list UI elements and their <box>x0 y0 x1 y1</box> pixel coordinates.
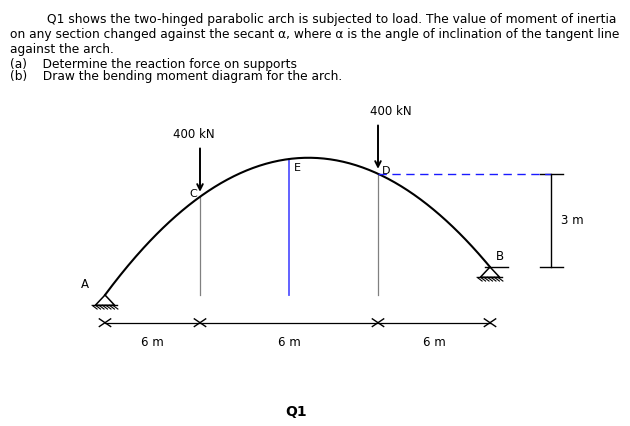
Text: A: A <box>81 278 89 291</box>
Text: against the arch.: against the arch. <box>10 43 114 56</box>
Text: 400 kN: 400 kN <box>370 105 411 118</box>
Text: B: B <box>496 250 505 263</box>
Text: Q1: Q1 <box>285 405 307 419</box>
Text: 6 m: 6 m <box>423 336 445 349</box>
Text: on any section changed against the secant α, where α is the angle of inclination: on any section changed against the secan… <box>10 28 619 41</box>
Text: (a)    Determine the reaction force on supports: (a) Determine the reaction force on supp… <box>10 58 297 71</box>
Text: 6 m: 6 m <box>278 336 301 349</box>
Text: 6 m: 6 m <box>141 336 164 349</box>
Text: (b)    Draw the bending moment diagram for the arch.: (b) Draw the bending moment diagram for … <box>10 70 342 83</box>
Text: 400 kN: 400 kN <box>173 128 214 141</box>
Text: C: C <box>189 189 197 199</box>
Text: 3 m: 3 m <box>561 214 583 227</box>
Text: Q1 shows the two-hinged parabolic arch is subjected to load. The value of moment: Q1 shows the two-hinged parabolic arch i… <box>47 13 617 26</box>
Text: E: E <box>294 163 301 173</box>
Text: D: D <box>382 166 390 176</box>
